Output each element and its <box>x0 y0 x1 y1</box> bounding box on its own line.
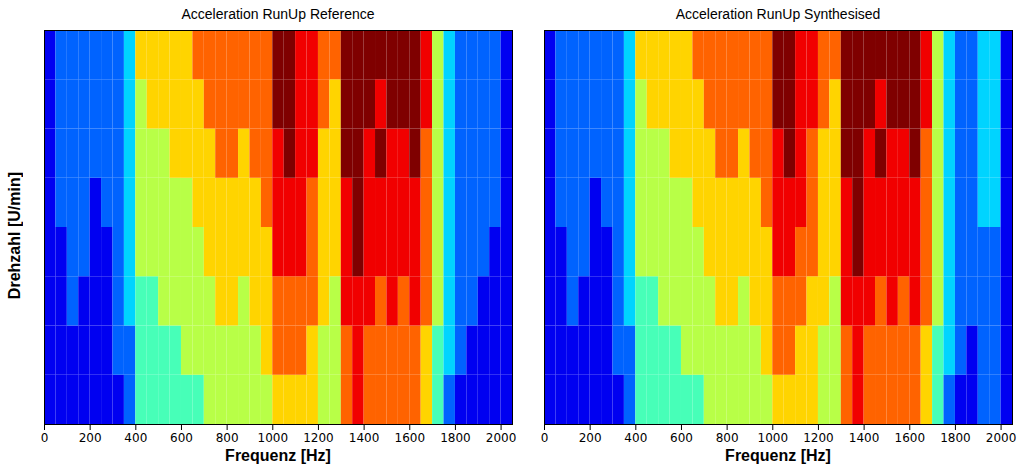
html-text:Acceleration RunUp Reference: Acceleration RunUp Reference <box>181 6 375 22</box>
svg-text:1400: 1400 <box>349 431 380 445</box>
svg-text:2000: 2000 <box>486 431 517 445</box>
svg-text:0: 0 <box>41 431 49 445</box>
svg-text:1200: 1200 <box>803 431 834 445</box>
svg-text:1600: 1600 <box>894 431 925 445</box>
svg-text:1600: 1600 <box>394 431 425 445</box>
html-text:Frequenz [Hz]: Frequenz [Hz] <box>225 447 331 464</box>
svg-text:1400: 1400 <box>849 431 880 445</box>
html-text:Drehzahl [U/min]: Drehzahl [U/min] <box>6 172 23 300</box>
svg-text:2000: 2000 <box>986 431 1017 445</box>
svg-text:1000: 1000 <box>258 431 289 445</box>
svg-text:400: 400 <box>124 431 147 445</box>
svg-text:200: 200 <box>579 431 602 445</box>
svg-text:800: 800 <box>216 431 239 445</box>
svg-text:1000: 1000 <box>758 431 789 445</box>
svg-text:200: 200 <box>79 431 102 445</box>
html-text:Acceleration RunUp Synthesised: Acceleration RunUp Synthesised <box>675 6 881 22</box>
svg-text:1200: 1200 <box>303 431 334 445</box>
html-text:Frequenz [Hz]: Frequenz [Hz] <box>725 447 831 464</box>
svg-text:400: 400 <box>624 431 647 445</box>
svg-text:0: 0 <box>541 431 549 445</box>
svg-text:1800: 1800 <box>940 431 971 445</box>
svg-text:600: 600 <box>670 431 693 445</box>
svg-text:1800: 1800 <box>440 431 471 445</box>
svg-text:600: 600 <box>170 431 193 445</box>
svg-text:800: 800 <box>716 431 739 445</box>
